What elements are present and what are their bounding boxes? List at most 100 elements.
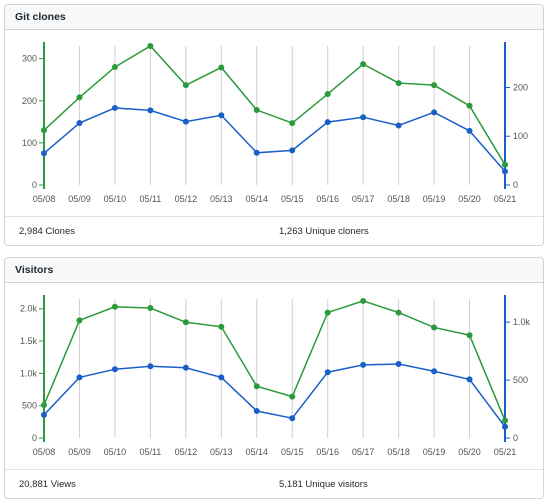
data-point-green[interactable]	[466, 332, 473, 339]
clones-count: 2,984 Clones	[19, 226, 75, 237]
data-point-blue[interactable]	[218, 112, 225, 119]
y-left-tick-label: 500	[22, 401, 37, 411]
y-left-tick-label: 0	[32, 433, 37, 443]
data-point-green[interactable]	[466, 102, 473, 109]
y-right-tick-label: 100	[513, 131, 528, 141]
unique-cloners-count: 1,263 Unique cloners	[279, 226, 369, 237]
data-point-blue[interactable]	[76, 120, 83, 127]
series-line-blue	[43, 107, 506, 172]
data-point-blue[interactable]	[147, 363, 154, 370]
unique-cloners-value: 1,263	[279, 226, 303, 237]
series-line-green	[43, 45, 506, 166]
data-point-green[interactable]	[147, 43, 154, 49]
visitors-panel: Visitors 05/08 05/09 05/10 05/11 05/12 05/13 0…	[4, 257, 544, 499]
data-point-blue[interactable]	[324, 119, 331, 126]
data-point-blue[interactable]	[324, 369, 331, 376]
views-count: 20,881 Views	[19, 479, 76, 490]
data-point-blue[interactable]	[41, 150, 47, 157]
data-point-blue[interactable]	[289, 415, 296, 422]
unique-cloners-label: Unique cloners	[305, 226, 369, 237]
data-point-green[interactable]	[502, 161, 508, 168]
data-point-green[interactable]	[111, 64, 118, 71]
x-tick-label: 05/17	[352, 447, 375, 457]
unique-visitors-count: 5,181 Unique visitors	[279, 479, 368, 490]
data-point-blue[interactable]	[76, 374, 83, 381]
data-point-green[interactable]	[253, 107, 260, 114]
unique-visitors-value: 5,181	[279, 479, 303, 490]
data-point-blue[interactable]	[182, 364, 189, 371]
x-tick-label: 05/20	[458, 194, 481, 204]
x-tick-label: 05/19	[423, 447, 446, 457]
x-tick-label: 05/09	[68, 194, 91, 204]
x-tick-label: 05/08	[33, 194, 56, 204]
panel-title: Git clones	[5, 5, 543, 30]
x-tick-label: 05/14	[246, 447, 269, 457]
data-point-green[interactable]	[182, 82, 189, 89]
data-point-blue[interactable]	[466, 127, 473, 134]
x-tick-label: 05/18	[387, 447, 410, 457]
x-tick-label: 05/12	[175, 194, 198, 204]
x-tick-label: 05/16	[316, 194, 339, 204]
x-tick-label: 05/16	[316, 447, 339, 457]
data-point-green[interactable]	[324, 309, 331, 316]
series-line-blue	[43, 363, 506, 428]
data-point-green[interactable]	[289, 393, 296, 400]
data-point-green[interactable]	[76, 94, 83, 101]
data-point-green[interactable]	[182, 319, 189, 326]
data-point-blue[interactable]	[253, 149, 260, 156]
x-tick-label: 05/11	[139, 194, 161, 204]
data-point-green[interactable]	[41, 127, 47, 134]
data-point-blue[interactable]	[41, 411, 47, 418]
x-tick-label: 05/19	[423, 194, 446, 204]
data-point-blue[interactable]	[111, 366, 118, 373]
data-point-blue[interactable]	[360, 114, 367, 121]
data-point-green[interactable]	[360, 61, 367, 68]
views-count-value: 20,881	[19, 479, 49, 490]
data-point-blue[interactable]	[147, 107, 154, 114]
data-point-blue[interactable]	[111, 104, 118, 111]
data-point-blue[interactable]	[431, 109, 438, 116]
data-point-green[interactable]	[431, 82, 438, 89]
data-point-green[interactable]	[431, 324, 438, 331]
data-point-blue[interactable]	[360, 361, 367, 368]
data-point-blue[interactable]	[289, 147, 296, 154]
data-point-blue[interactable]	[466, 376, 473, 383]
data-point-green[interactable]	[218, 64, 225, 71]
data-point-blue[interactable]	[253, 408, 260, 415]
y-right-tick-label: 200	[513, 82, 528, 92]
data-point-green[interactable]	[111, 303, 118, 310]
x-tick-label: 05/20	[458, 447, 481, 457]
series-line-green	[43, 300, 506, 421]
data-point-blue[interactable]	[502, 423, 508, 430]
y-left-tick-label: 2.0k	[20, 304, 38, 314]
y-right-tick-label: 500	[513, 375, 528, 385]
data-point-blue[interactable]	[502, 168, 508, 175]
x-tick-label: 05/12	[175, 447, 198, 457]
data-point-blue[interactable]	[395, 122, 402, 129]
data-point-green[interactable]	[147, 305, 154, 312]
data-point-green[interactable]	[76, 317, 83, 324]
data-point-blue[interactable]	[218, 374, 225, 381]
data-point-green[interactable]	[395, 80, 402, 87]
data-point-green[interactable]	[218, 323, 225, 330]
data-point-green[interactable]	[289, 120, 296, 127]
y-left-tick-label: 100	[22, 138, 37, 148]
data-point-green[interactable]	[253, 383, 260, 390]
data-point-blue[interactable]	[182, 118, 189, 125]
data-point-blue[interactable]	[431, 368, 438, 375]
data-point-green[interactable]	[324, 91, 331, 98]
visitors-chart-svg: 05/08 05/09 05/10 05/11 05/12 05/13 05/14 05/15…	[20, 295, 531, 457]
x-tick-label: 05/13	[210, 194, 233, 204]
x-tick-label: 05/15	[281, 447, 304, 457]
x-tick-label: 05/14	[246, 194, 269, 204]
data-point-green[interactable]	[395, 309, 402, 316]
git-clones-chart: 05/08 05/09 05/10 05/11 05/12 05/13 05/14 05/15…	[5, 30, 543, 217]
y-right-tick-label: 0	[513, 433, 518, 443]
data-point-blue[interactable]	[395, 360, 402, 367]
data-point-green[interactable]	[41, 402, 47, 409]
data-point-green[interactable]	[502, 417, 508, 424]
x-tick-label: 05/11	[139, 447, 161, 457]
visitors-summary: 20,881 Views 5,181 Unique visitors	[5, 470, 543, 498]
data-point-green[interactable]	[360, 297, 367, 304]
x-tick-label: 05/17	[352, 194, 375, 204]
